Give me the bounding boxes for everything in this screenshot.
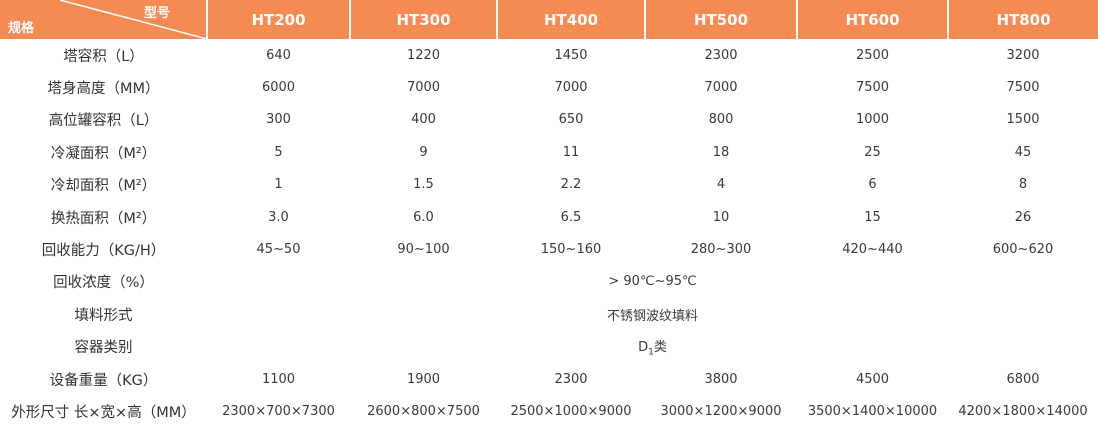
value-cell: 2500×1000×9000 <box>510 403 632 419</box>
row-label: 回收浓度（%） <box>53 275 154 292</box>
value-cell: 2300×700×7300 <box>222 403 335 419</box>
value-cell: 7500 <box>1006 80 1040 96</box>
row-label: 冷却面积（M²） <box>50 178 157 195</box>
value-cell: 2600×800×7500 <box>367 403 480 419</box>
value-cell: 7000 <box>704 80 738 96</box>
value-cell: 600~620 <box>992 242 1054 258</box>
value-cell: 400 <box>411 112 436 128</box>
row-label: 塔容积（L） <box>63 48 144 65</box>
vessel-class-sub: 1 <box>648 347 654 358</box>
table-row: 塔身高度（MM） 6000 7000 7000 7000 7500 7500 <box>0 71 1098 103</box>
value-cell: 1 <box>274 177 283 193</box>
value-cell: 45 <box>1014 144 1032 160</box>
value-cell: 1000 <box>855 112 890 128</box>
value-cell: 1450 <box>554 47 588 63</box>
value-cell: 6.5 <box>560 209 582 225</box>
value-cell: 7000 <box>554 80 588 96</box>
merged-value-cell: 不锈钢波纹填料 <box>606 308 698 324</box>
value-cell: 1900 <box>406 371 441 387</box>
table-row: 设备重量（KG） 1100 1900 2300 3800 4500 6800 <box>0 363 1098 395</box>
merged-value-cell: > 90℃~95℃ <box>608 274 697 290</box>
value-cell: 9 <box>419 144 428 160</box>
value-cell: 6.0 <box>413 209 434 225</box>
value-cell: 2300 <box>554 371 588 387</box>
row-label: 容器类别 <box>74 340 133 357</box>
row-label: 设备重量（KG） <box>49 372 158 389</box>
row-label: 外形尺寸 长×宽×高（MM） <box>11 404 196 421</box>
value-cell: 18 <box>712 144 730 160</box>
value-cell: 6000 <box>261 80 296 96</box>
value-cell: 8 <box>1018 177 1028 193</box>
table-row: 容器类别 D1类 <box>0 331 1098 363</box>
row-label: 高位罐容积（L） <box>48 113 159 130</box>
value-cell: 10 <box>712 209 730 225</box>
row-label: 填料形式 <box>74 307 133 324</box>
value-cell: 4200×1800×14000 <box>958 403 1088 419</box>
value-cell: 15 <box>864 209 881 225</box>
row-label: 塔身高度（MM） <box>47 81 160 98</box>
table-row: 冷却面积（M²） 1 1.5 2.2 4 6 8 <box>0 169 1098 201</box>
spec-header-label: 规格 <box>8 21 35 36</box>
corner-header: 型号 规格 <box>0 0 207 39</box>
table-row: 冷凝面积（M²） 5 9 11 18 25 45 <box>0 136 1098 168</box>
value-cell: 25 <box>864 144 881 160</box>
value-cell: 6 <box>868 177 877 193</box>
value-cell: 2500 <box>855 47 890 63</box>
table-row: 塔容积（L） 640 1220 1450 2300 2500 3200 <box>0 39 1098 71</box>
row-label: 换热面积（M²） <box>50 210 157 227</box>
value-cell: 1500 <box>1006 112 1040 128</box>
value-cell: 1100 <box>261 371 296 387</box>
merged-value-cell: D1类 <box>207 331 1098 363</box>
value-cell: 1220 <box>406 47 441 63</box>
row-label: 冷凝面积（M²） <box>50 145 157 162</box>
value-cell: 650 <box>558 112 584 128</box>
value-cell: 5 <box>274 144 283 160</box>
vessel-class: D <box>638 339 649 355</box>
model-header: HT800 <box>947 0 1098 39</box>
model-header-label: 型号 <box>143 6 170 21</box>
vessel-class-suffix: 类 <box>653 339 667 355</box>
model-header: HT400 <box>496 0 645 39</box>
table-row: 回收能力（KG/H） 45~50 90~100 150~160 280~300 420~4… <box>0 233 1098 265</box>
value-cell: 45~50 <box>256 242 301 258</box>
value-cell: 2300 <box>704 47 738 63</box>
value-cell: 800 <box>708 112 734 128</box>
value-cell: 3.0 <box>268 209 289 225</box>
value-cell: 7000 <box>406 80 441 96</box>
header-row: 型号 规格 HT200 HT300 HT400 HT500 HT600 HT80… <box>0 0 1098 39</box>
value-cell: 2.2 <box>560 177 582 193</box>
value-cell: 11 <box>562 144 580 160</box>
value-cell: 3800 <box>704 371 738 387</box>
model-header: HT600 <box>796 0 948 39</box>
table-row: 外形尺寸 长×宽×高（MM） 2300×700×7300 2600×800×7500… <box>0 395 1098 427</box>
value-cell: 1.5 <box>413 177 434 193</box>
model-header: HT500 <box>644 0 797 39</box>
row-label: 回收能力（KG/H） <box>41 243 166 260</box>
value-cell: 4 <box>716 177 726 193</box>
value-cell: 150~160 <box>540 242 602 258</box>
model-header: HT200 <box>206 0 350 39</box>
value-cell: 420~440 <box>842 242 903 258</box>
value-cell: 300 <box>266 112 291 128</box>
value-cell: 4500 <box>855 371 890 387</box>
value-cell: 640 <box>266 47 291 63</box>
value-cell: 6800 <box>1006 371 1040 387</box>
value-cell: 3500×1400×10000 <box>807 403 938 419</box>
table-row: 回收浓度（%） > 90℃~95℃ <box>0 266 1098 298</box>
value-cell: 7500 <box>855 80 890 96</box>
value-cell: 90~100 <box>397 242 450 258</box>
value-cell: 26 <box>1014 209 1032 225</box>
value-cell: 3200 <box>1006 47 1040 63</box>
value-cell: 280~300 <box>690 242 752 258</box>
spec-table: 型号 规格 HT200 HT300 HT400 HT500 HT600 HT80… <box>0 0 1098 427</box>
diagonal-divider <box>59 0 207 39</box>
model-header: HT300 <box>349 0 497 39</box>
table-row: 换热面积（M²） 3.0 6.0 6.5 10 15 26 <box>0 201 1098 233</box>
table-row: 填料形式 不锈钢波纹填料 <box>0 298 1098 330</box>
table-row: 高位罐容积（L） 300 400 650 800 1000 1500 <box>0 104 1098 136</box>
value-cell: 3000×1200×9000 <box>660 403 782 419</box>
